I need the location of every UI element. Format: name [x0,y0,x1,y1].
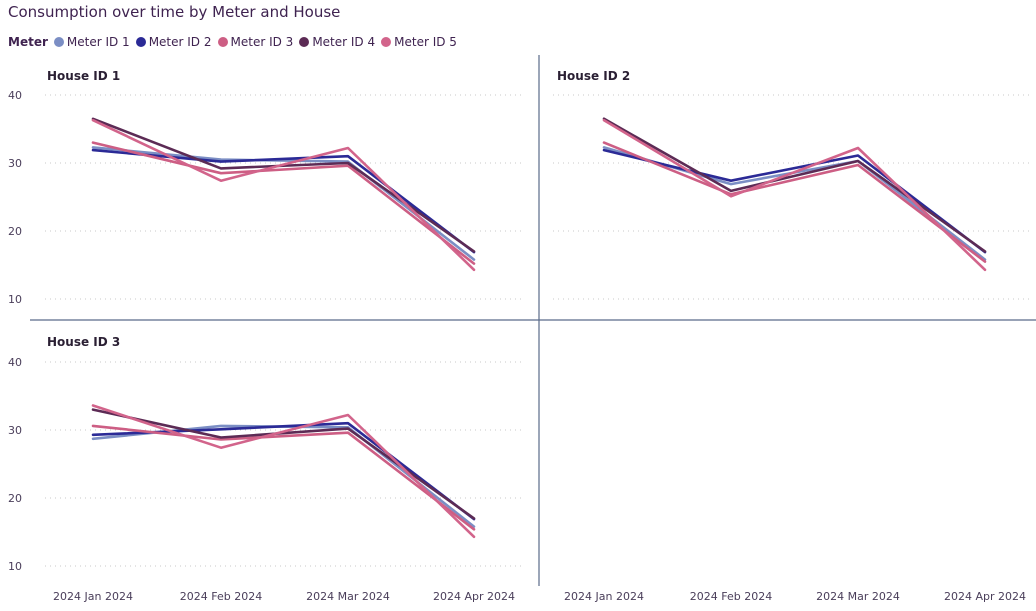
legend-label: Meter ID 5 [394,35,457,49]
x-tick-label: 2024 Apr 2024 [944,590,1026,603]
panel-title: House ID 2 [557,69,630,83]
series-line [602,148,987,254]
legend-label: Meter ID 1 [66,35,130,49]
legend-marker [53,37,64,47]
x-tick-label: 2024 Mar 2024 [816,590,900,603]
x-tick-label: 2024 Mar 2024 [306,590,390,603]
x-tick-label: 2024 Feb 2024 [180,590,262,603]
legend-item[interactable]: Meter ID 1 [53,35,130,49]
panel-title: House ID 1 [47,69,120,83]
series-line [91,424,476,531]
legend-item[interactable]: Meter ID 5 [381,35,457,49]
y-tick-label: 10 [8,293,22,306]
legend-label: Meter ID 3 [230,35,294,49]
legend-marker [381,37,392,47]
panel-title: House ID 3 [47,335,120,349]
series-line [91,141,476,265]
series-line [91,117,476,253]
chart-title: Consumption over time by Meter and House [8,3,341,21]
y-tick-label: 30 [8,157,22,170]
x-tick-label: 2024 Feb 2024 [690,590,772,603]
legend-marker [135,37,146,47]
y-tick-label: 40 [8,89,22,102]
series-line [602,118,987,272]
y-tick-label: 20 [8,225,22,238]
legend: Meter Meter ID 1 Meter ID 2 Meter ID 3 Mete… [8,33,463,51]
series-line [91,148,476,254]
y-tick-label: 20 [8,492,22,505]
series-line [91,421,476,521]
series-line [602,117,987,253]
legend-item[interactable]: Meter ID 3 [217,35,294,49]
y-tick-label: 10 [8,560,22,573]
legend-item[interactable]: Meter ID 4 [299,35,375,49]
legend-label: Meter ID 2 [148,35,212,49]
y-tick-label: 40 [8,356,22,369]
legend-marker [299,37,310,47]
series-line [91,118,476,272]
series-line [91,408,476,520]
x-tick-label: 2024 Jan 2024 [53,590,133,603]
y-tick-label: 30 [8,424,22,437]
legend-title: Meter [8,35,48,49]
x-tick-label: 2024 Apr 2024 [433,590,515,603]
legend-marker [217,37,228,47]
series-line [602,141,987,263]
legend-items: Meter ID 1 Meter ID 2 Meter ID 3 Meter ID 4… [53,35,463,49]
x-tick-label: 2024 Jan 2024 [564,590,644,603]
series-line [91,404,476,539]
legend-label: Meter ID 4 [312,35,376,49]
legend-item[interactable]: Meter ID 2 [135,35,212,49]
